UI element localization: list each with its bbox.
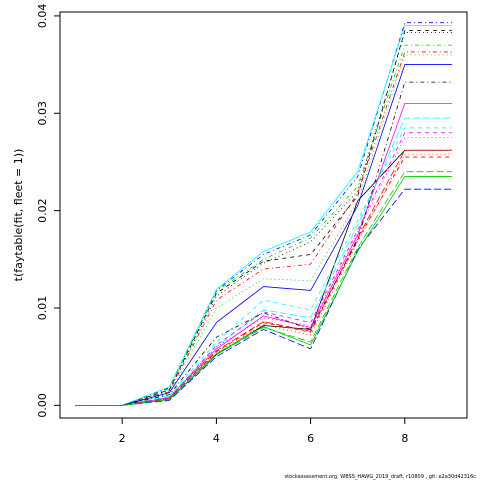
series-line bbox=[75, 117, 452, 406]
x-tick-label: 2 bbox=[119, 432, 126, 445]
x-tick-label: 4 bbox=[213, 432, 220, 445]
series-line bbox=[75, 149, 452, 406]
series-line bbox=[75, 22, 452, 406]
series-line bbox=[75, 132, 452, 406]
x-tick-label: 6 bbox=[307, 432, 314, 445]
series-line bbox=[75, 32, 452, 406]
series-line bbox=[75, 188, 452, 406]
plot-frame bbox=[59, 11, 468, 419]
series-line bbox=[75, 137, 452, 406]
series-line bbox=[75, 51, 452, 406]
y-tick-label: 0.00 bbox=[36, 393, 49, 418]
y-tick-label: 0.04 bbox=[36, 4, 49, 29]
series-line bbox=[75, 25, 452, 406]
series-line bbox=[75, 64, 452, 406]
footer: stockassessment.org, WBSS_HAWG_2019_draf… bbox=[284, 474, 476, 480]
y-axis-label: t(faytable(fit, fleet = 1)) bbox=[12, 149, 25, 282]
series-line bbox=[75, 127, 452, 406]
y-tick-label: 0.01 bbox=[36, 296, 49, 321]
series-line bbox=[75, 54, 452, 406]
y-tick-label: 0.03 bbox=[36, 101, 49, 126]
series-line bbox=[75, 171, 452, 406]
y-tick-label: 0.02 bbox=[36, 198, 49, 223]
series-line bbox=[75, 149, 452, 406]
series-line bbox=[75, 176, 452, 406]
series-line bbox=[75, 44, 452, 406]
series-line bbox=[75, 30, 452, 406]
series-line bbox=[75, 156, 452, 406]
x-tick-label: 8 bbox=[401, 432, 408, 445]
